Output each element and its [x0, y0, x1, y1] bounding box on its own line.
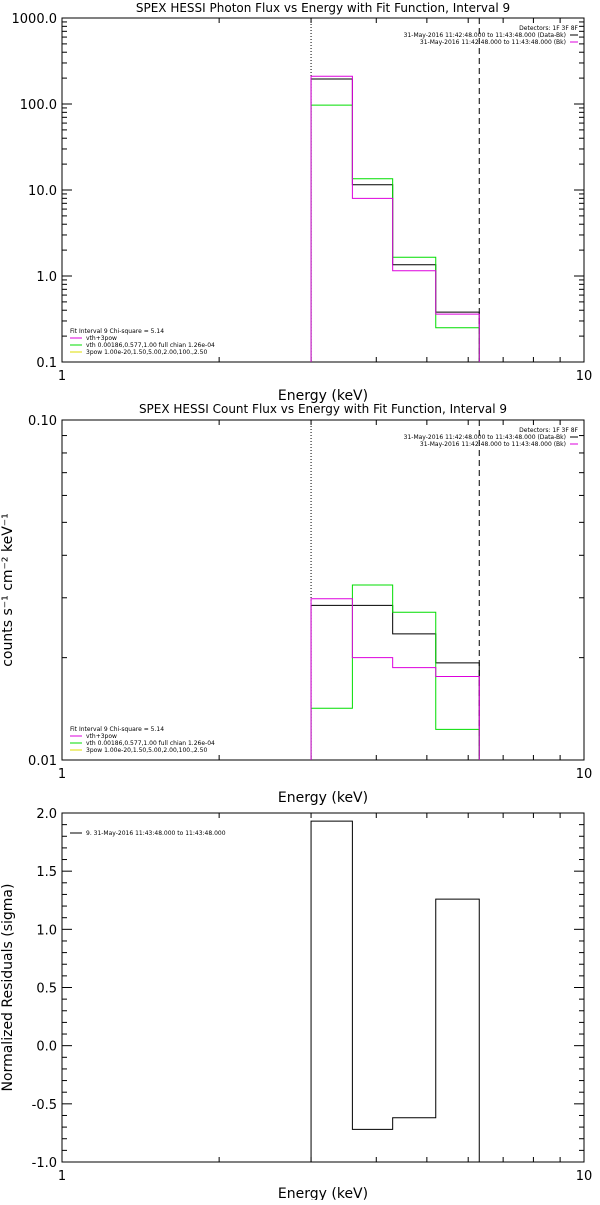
- y-tick-label: -0.5: [32, 1098, 57, 1113]
- y-tick-label: 100.0: [20, 98, 57, 113]
- y-tick-label: 0.1: [36, 356, 57, 371]
- plot-frame: [61, 17, 585, 363]
- y-axis-label: Normalized Residuals (sigma): [0, 884, 16, 1092]
- y-tick-label: 1.0: [36, 270, 57, 285]
- chart-panel-2: SPEX HESSI Count Flux vs Energy with Fit…: [0, 402, 592, 806]
- legend-entry: vth 0.00186,0.577,1.00 full chian 1.26e-…: [86, 342, 215, 349]
- chart-title: SPEX HESSI Count Flux vs Energy with Fit…: [139, 402, 507, 416]
- info-line: 31-May-2016 11:42:48.000 to 11:43:48.000…: [404, 434, 566, 441]
- y-tick-label: 0.5: [36, 982, 57, 997]
- plot-frame: [61, 812, 585, 1163]
- x-axis-label: Energy (keV): [278, 790, 368, 806]
- chart-panel-1: SPEX HESSI Photon Flux vs Energy with Fi…: [12, 1, 593, 404]
- x-tick-label: 1: [58, 767, 66, 782]
- legend-entry: 3pow 1.00e-20,1.50,5.00,2.00,100.,2.50: [86, 747, 207, 754]
- y-tick-label: -1.0: [32, 1156, 57, 1171]
- y-tick-label: 10.0: [28, 184, 57, 199]
- y-axis-label: counts s⁻¹ cm⁻² keV⁻¹: [0, 513, 16, 667]
- series-line-3: [310, 598, 480, 760]
- y-tick-label: 0.0: [36, 1040, 57, 1055]
- plot-frame: [61, 419, 585, 761]
- legend-entry: 9. 31-May-2016 11:43:48.000 to 11:43:48.…: [86, 830, 226, 837]
- y-tick-label: 0.10: [28, 414, 57, 429]
- info-line: 31-May-2016 11:42:48.000 to 11:43:48.000…: [420, 39, 566, 46]
- chart-title: SPEX HESSI Photon Flux vs Energy with Fi…: [136, 1, 510, 15]
- legend-header: Fit Interval 9 Chi-square = 5.14: [70, 328, 164, 335]
- info-line: Detectors: 1F 3F 8F: [519, 427, 578, 434]
- y-tick-label: 0.01: [28, 754, 57, 769]
- info-line: 31-May-2016 11:42:48.000 to 11:43:48.000…: [404, 32, 566, 39]
- y-tick-label: 1.0: [36, 923, 57, 938]
- x-tick-label: 10: [576, 767, 593, 782]
- x-tick-label: 10: [576, 369, 593, 384]
- chart-legend: Fit Interval 9 Chi-square = 5.14vth+3pow…: [70, 328, 215, 356]
- legend-entry: vth+3pow: [86, 733, 117, 740]
- legend-entry: vth 0.00186,0.577,1.00 full chian 1.26e-…: [86, 740, 215, 747]
- y-tick-label: 1000.0: [12, 12, 58, 27]
- series-line-2: [310, 584, 480, 760]
- series-line-2: [310, 104, 480, 362]
- info-line: 31-May-2016 11:42:48.000 to 11:43:48.000…: [420, 441, 566, 448]
- x-axis-label: Energy (keV): [278, 1186, 368, 1200]
- legend-header: Fit Interval 9 Chi-square = 5.14: [70, 726, 164, 733]
- legend-entry: 3pow 1.00e-20,1.50,5.00,2.00,100.,2.50: [86, 349, 207, 356]
- series-line-1: [310, 820, 480, 1162]
- x-axis-label: Energy (keV): [278, 388, 368, 404]
- x-tick-label: 1: [58, 369, 66, 384]
- chart-legend: Fit Interval 9 Chi-square = 5.14vth+3pow…: [70, 726, 215, 754]
- x-tick-label: 1: [58, 1169, 66, 1184]
- series-line-1: [310, 604, 480, 760]
- x-tick-label: 10: [576, 1169, 593, 1184]
- chart-legend: 9. 31-May-2016 11:43:48.000 to 11:43:48.…: [70, 830, 226, 837]
- series-line-1: [310, 78, 480, 362]
- series-line-3: [310, 75, 480, 362]
- legend-entry: vth+3pow: [86, 335, 117, 342]
- chart-panel-3: 1 10 -1.0 -0.5 0.0 0.5 1.0 1.5 2.0 Energy (keV) No…: [0, 807, 593, 1202]
- info-line: Detectors: 1F 3F 8F: [519, 25, 578, 32]
- y-tick-label: 2.0: [36, 807, 57, 822]
- y-tick-label: 1.5: [36, 865, 57, 880]
